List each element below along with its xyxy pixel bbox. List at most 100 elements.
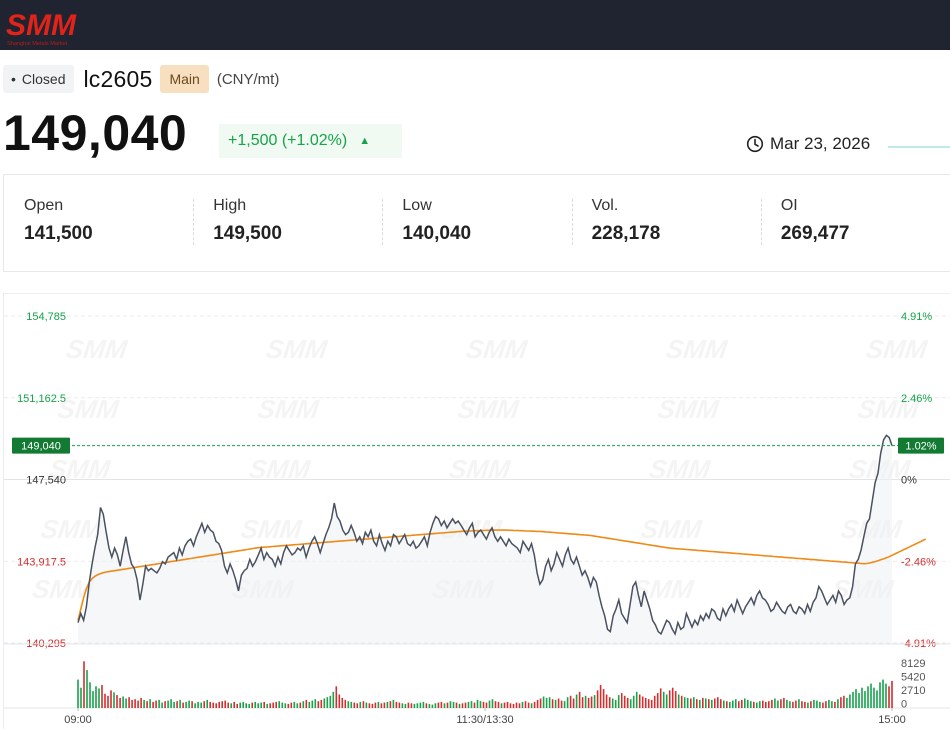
volume-bar: [563, 701, 566, 708]
volume-bar: [623, 695, 626, 708]
volume-bar: [536, 699, 539, 708]
volume-bar: [182, 702, 184, 708]
price-change-box: +1,500 (+1.02%) ▲: [219, 124, 402, 158]
volume-bar: [404, 703, 407, 708]
volume-bar: [284, 703, 287, 708]
stat-label: Open: [24, 197, 64, 214]
intraday-chart-panel[interactable]: SMM SMM SMM SMM SMM SMM SMM SMM SMM SMM SMM SMM SMM S…: [3, 293, 950, 729]
stat-low: Low 140,040: [382, 175, 571, 271]
date-underline-accent: [888, 146, 950, 148]
volume-bar: [359, 701, 362, 708]
market-status-badge: • Closed: [3, 65, 74, 93]
volume-bar: [849, 694, 851, 708]
watermark-logo: SMM: [664, 334, 730, 364]
volume-tick-label: 2710: [901, 685, 925, 697]
average-price-line: [77, 529, 927, 621]
volume-bar: [296, 703, 299, 708]
volume-bar: [744, 698, 746, 708]
price-unit: (CNY/mt): [216, 70, 280, 88]
watermark-logo: SMM: [639, 514, 705, 544]
volume-bar: [774, 698, 776, 708]
volume-bar: [777, 700, 779, 708]
volume-bar: [470, 701, 473, 708]
volume-bar: [314, 699, 317, 708]
volume-bar: [735, 699, 737, 708]
volume-bar: [828, 699, 830, 708]
volume-bar: [888, 686, 890, 708]
watermark-logo: SMM: [56, 394, 122, 424]
volume-bar: [377, 701, 380, 708]
smm-logo[interactable]: SMM Shanghai Metals Market: [4, 8, 100, 48]
volume-bar: [614, 699, 617, 708]
stat-value: 228,178: [591, 223, 661, 244]
volume-bar: [626, 697, 629, 708]
volume-bar: [236, 703, 238, 708]
y-tick-label-left: 143,917.5: [17, 556, 66, 568]
volume-bar: [521, 701, 524, 708]
watermark-logo: SMM: [464, 334, 530, 364]
volume-bar: [599, 685, 602, 708]
volume-bar: [248, 703, 250, 708]
volume-bar: [717, 697, 719, 708]
volume-bar: [620, 693, 623, 708]
intraday-chart[interactable]: SMM SMM SMM SMM SMM SMM SMM SMM SMM SMM SMM SMM SMM S…: [4, 294, 950, 730]
volume-bar: [458, 703, 461, 708]
volume-bar: [338, 694, 341, 708]
volume-bar: [440, 701, 443, 708]
volume-bar: [233, 701, 235, 708]
volume-bar: [341, 697, 344, 708]
volume-bar: [212, 702, 214, 708]
volume-bar: [864, 691, 866, 708]
volume-bar: [789, 701, 791, 708]
volume-bar: [302, 701, 305, 708]
watermark-logo: SMM: [264, 334, 330, 364]
quote-status-row: • Closed lc2605 Main (CNY/mt): [3, 64, 279, 94]
volume-bar: [263, 701, 265, 708]
stat-value: 141,500: [24, 223, 93, 244]
volume-bar: [242, 701, 244, 708]
volume-bar: [780, 699, 782, 708]
volume-bar: [98, 688, 100, 708]
volume-bar: [834, 701, 836, 708]
volume-bar: [497, 701, 500, 708]
volume-bar: [131, 699, 133, 708]
main-contract-badge: Main: [160, 65, 209, 93]
volume-bar: [662, 691, 665, 708]
volume-bar: [671, 687, 674, 708]
y-tick-label-left: 151,162.5: [17, 393, 66, 405]
last-pct-tag: 1.02%: [905, 441, 936, 453]
volume-bar: [840, 697, 842, 708]
volume-bar: [762, 700, 764, 708]
volume-bar: [512, 703, 515, 708]
volume-bar: [215, 703, 217, 708]
volume-bar: [557, 698, 560, 708]
volume-bar: [401, 703, 404, 708]
volume-bar: [879, 682, 881, 708]
volume-bar: [873, 687, 875, 708]
volume-bar: [831, 701, 833, 708]
stat-open-interest: OI 269,477: [760, 175, 950, 271]
volume-bar: [647, 699, 650, 708]
volume-bar: [596, 690, 599, 708]
volume-bar: [218, 701, 220, 708]
volume-bar: [638, 694, 641, 708]
volume-bar: [593, 695, 596, 708]
volume-bar: [819, 701, 821, 708]
volume-bar: [155, 700, 157, 708]
stat-high: High 149,500: [193, 175, 382, 271]
stat-open: Open 141,500: [4, 175, 193, 271]
volume-bar: [353, 702, 356, 708]
volume-bar: [194, 703, 196, 708]
contract-symbol: lc2605: [83, 65, 153, 92]
volume-bar: [572, 698, 575, 708]
volume-bar: [891, 680, 893, 708]
volume-bar: [293, 701, 296, 708]
volume-bar: [533, 701, 536, 708]
volume-bar: [741, 699, 743, 708]
volume-bar: [590, 696, 593, 708]
volume-bar: [434, 703, 437, 708]
volume-bar: [374, 702, 377, 708]
volume-bar: [86, 670, 88, 708]
volume-bar: [392, 699, 395, 708]
quote-date-text: Mar 23, 2026: [770, 134, 871, 153]
